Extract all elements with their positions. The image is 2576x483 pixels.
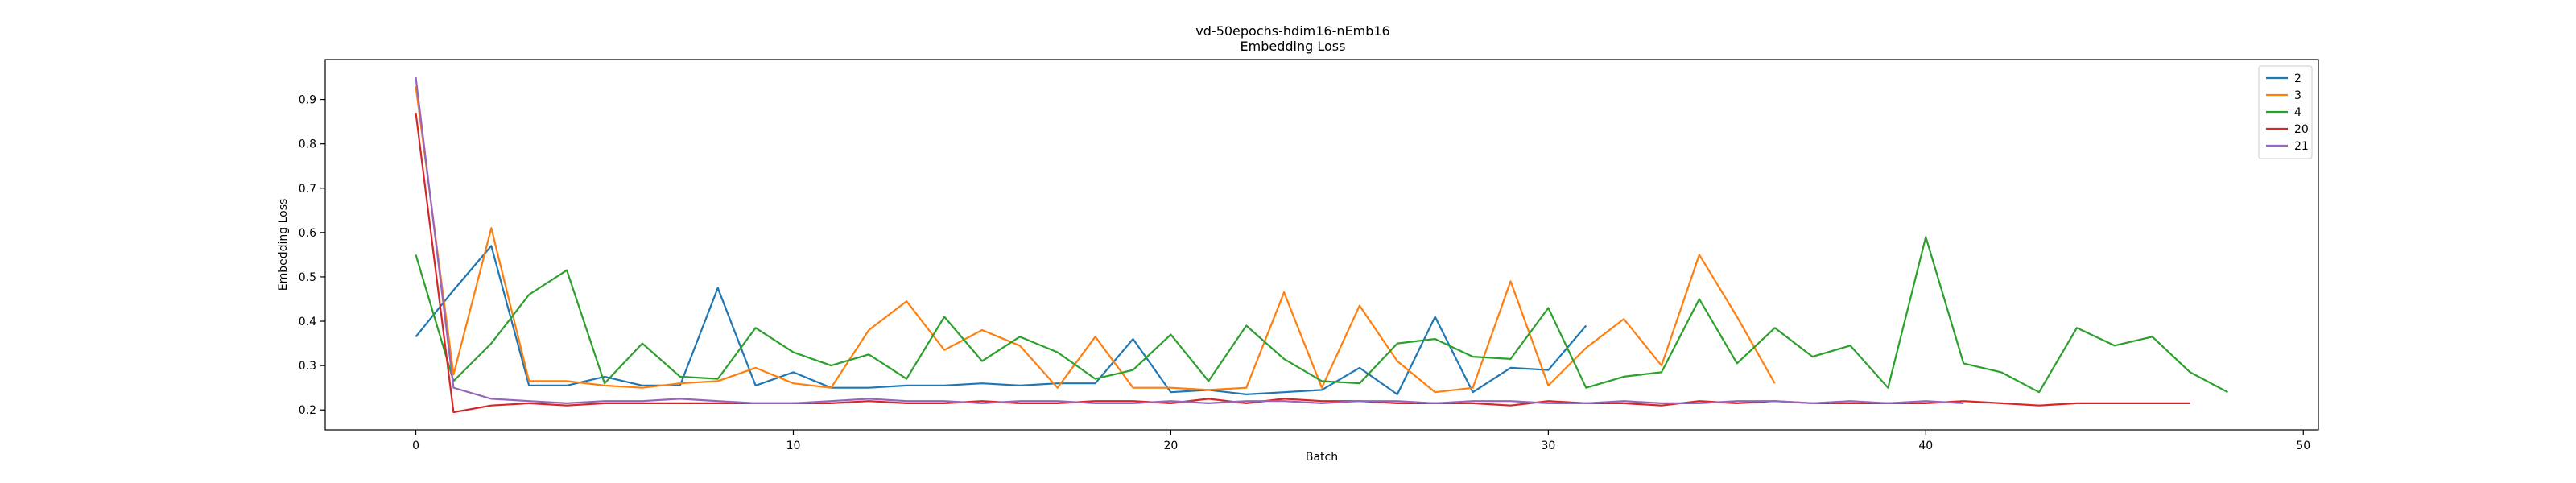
- plot-frame: [324, 59, 2319, 431]
- y-axis-label: Embedding Loss: [277, 199, 290, 291]
- legend-label-2: 2: [2294, 72, 2301, 85]
- x-tick-label: 0: [412, 440, 419, 452]
- x-tick-label: 50: [2296, 440, 2310, 452]
- x-tick-label: 10: [786, 440, 801, 452]
- y-tick-label: 0.9: [299, 94, 316, 107]
- plot-area: [324, 59, 2319, 431]
- y-tick-label: 0.6: [299, 227, 316, 240]
- x-axis-label: Batch: [1306, 451, 1338, 464]
- legend-label-4: 4: [2294, 106, 2301, 119]
- x-tick-label: 40: [1918, 440, 1933, 452]
- y-tick-label: 0.4: [299, 316, 316, 328]
- y-tick-label: 0.3: [299, 360, 316, 373]
- y-axis: 0.2 0.3 0.4 0.5 0.6 0.7 0.8 0.9: [299, 94, 325, 417]
- y-tick-label: 0.7: [299, 183, 316, 196]
- series-line-2: [415, 245, 1587, 395]
- x-tick-label: 20: [1164, 440, 1179, 452]
- series-line-21: [415, 76, 1964, 404]
- legend: 2 3 4 20 21: [2258, 65, 2313, 159]
- x-tick-label: 30: [1541, 440, 1555, 452]
- y-tick-label: 0.2: [299, 404, 316, 417]
- series-line-3: [415, 85, 1776, 394]
- chart-title-line-2: Embedding Loss: [1241, 39, 1346, 54]
- series-lines: [415, 76, 2229, 414]
- y-tick-label: 0.8: [299, 138, 316, 151]
- legend-label-20: 20: [2294, 123, 2309, 136]
- legend-label-3: 3: [2294, 89, 2301, 102]
- y-tick-label: 0.5: [299, 271, 316, 284]
- series-line-4: [415, 236, 2229, 394]
- legend-label-21: 21: [2294, 140, 2309, 153]
- x-axis: 0 10 20 30 40 50: [412, 430, 2310, 452]
- chart-title-line-1: vd-50epochs-hdim16-nEmb16: [1195, 23, 1389, 39]
